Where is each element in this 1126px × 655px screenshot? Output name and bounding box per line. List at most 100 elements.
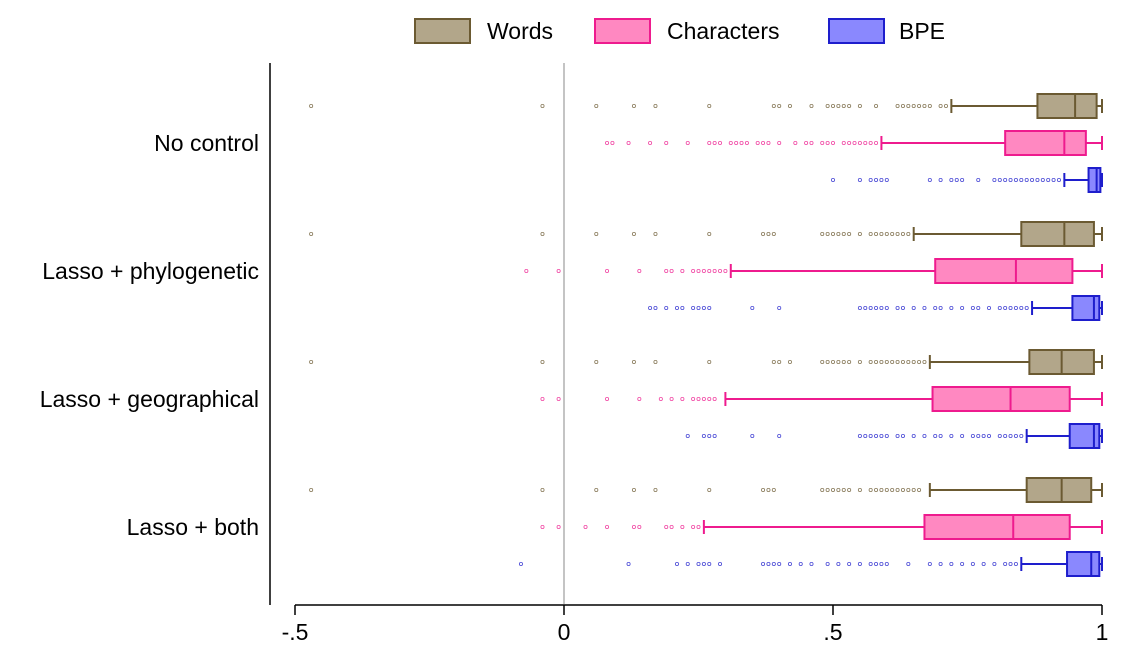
box-lasso-both-words-outlier xyxy=(820,487,825,492)
box-lasso-both-characters-outlier xyxy=(669,525,674,530)
box-no-control-characters-outlier xyxy=(626,140,631,145)
box-lasso-geographical-words-outlier xyxy=(309,359,314,364)
box-no-control-words-outlier xyxy=(825,104,830,109)
box-lasso-geographical-bpe-outlier xyxy=(1003,433,1008,438)
box-lasso-phylogenetic-characters-outlier xyxy=(669,268,674,273)
box-lasso-both-bpe-outlier xyxy=(884,562,889,567)
box-lasso-both-characters-outlier xyxy=(680,525,685,530)
box-lasso-geographical-bpe-outlier xyxy=(895,433,900,438)
box-lasso-geographical-bpe-outlier xyxy=(712,433,717,438)
box-no-control-bpe-outlier xyxy=(1056,177,1061,182)
box-lasso-geographical-words-outlier xyxy=(820,359,825,364)
box-no-control-bpe-outlier xyxy=(1040,177,1045,182)
box-lasso-phylogenetic-bpe-outlier xyxy=(680,305,685,310)
box-lasso-phylogenetic-bpe-outlier xyxy=(987,305,992,310)
box-lasso-both-words-outlier xyxy=(884,487,889,492)
box-lasso-phylogenetic-bpe-outlier xyxy=(874,305,879,310)
box-lasso-both-bpe-outlier xyxy=(868,562,873,567)
box-lasso-phylogenetic-bpe-outlier xyxy=(960,305,965,310)
box-lasso-geographical-words-outlier xyxy=(906,359,911,364)
box-lasso-geographical-characters-outlier xyxy=(540,396,545,401)
box-lasso-geographical-words-outlier xyxy=(631,359,636,364)
box-lasso-both-bpe-outlier xyxy=(960,562,965,567)
box-no-control-bpe-outlier xyxy=(976,177,981,182)
box-lasso-both-bpe-outlier xyxy=(1003,562,1008,567)
box-lasso-both-characters-outlier xyxy=(691,525,696,530)
box-lasso-both-words-iqr xyxy=(1025,477,1093,503)
box-no-control-characters-outlier xyxy=(744,140,749,145)
box-lasso-phylogenetic-words-iqr xyxy=(1020,221,1095,247)
box-no-control-words-outlier xyxy=(771,104,776,109)
box-no-control-words-outlier xyxy=(895,104,900,109)
box-lasso-both-bpe-outlier xyxy=(626,562,631,567)
box-lasso-phylogenetic-characters-outlier xyxy=(605,268,610,273)
box-no-control-bpe-outlier xyxy=(874,177,879,182)
box-lasso-geographical-bpe-outlier xyxy=(879,433,884,438)
box-lasso-phylogenetic-words-outlier xyxy=(825,231,830,236)
box-lasso-geographical-characters-outlier xyxy=(658,396,663,401)
box-lasso-both-bpe-outlier xyxy=(771,562,776,567)
box-lasso-both-characters-outlier xyxy=(637,525,642,530)
box-lasso-both-bpe-outlier xyxy=(809,562,814,567)
box-no-control-bpe-outlier xyxy=(868,177,873,182)
box-lasso-both-characters-outlier xyxy=(605,525,610,530)
box-no-control-words-outlier xyxy=(917,104,922,109)
box-lasso-phylogenetic-words-outlier xyxy=(707,231,712,236)
box-lasso-geographical-bpe-outlier xyxy=(938,433,943,438)
box-no-control-bpe-outlier xyxy=(857,177,862,182)
box-lasso-both-characters-outlier xyxy=(583,525,588,530)
box-lasso-geographical-bpe-outlier xyxy=(949,433,954,438)
box-lasso-phylogenetic-words-outlier xyxy=(895,231,900,236)
box-no-control-words-outlier xyxy=(787,104,792,109)
box-no-control-characters-outlier xyxy=(841,140,846,145)
box-lasso-geographical-bpe-outlier xyxy=(863,433,868,438)
box-lasso-both-words-outlier xyxy=(911,487,916,492)
box-lasso-geographical-words-outlier xyxy=(777,359,782,364)
box-lasso-phylogenetic-bpe-outlier xyxy=(857,305,862,310)
box-lasso-both-bpe-iqr xyxy=(1066,551,1101,577)
box-lasso-geographical-bpe-outlier xyxy=(997,433,1002,438)
box-lasso-phylogenetic-words-outlier xyxy=(900,231,905,236)
box-lasso-phylogenetic-bpe-outlier xyxy=(1019,305,1024,310)
box-lasso-phylogenetic-words-outlier xyxy=(653,231,658,236)
box-lasso-geographical-bpe-outlier xyxy=(884,433,889,438)
box-no-control-characters-outlier xyxy=(739,140,744,145)
box-lasso-phylogenetic-bpe-outlier xyxy=(895,305,900,310)
box-lasso-geographical-bpe-outlier xyxy=(685,433,690,438)
box-lasso-phylogenetic-words-outlier xyxy=(841,231,846,236)
box-lasso-both-words-outlier xyxy=(836,487,841,492)
box-lasso-phylogenetic-words-outlier xyxy=(766,231,771,236)
box-no-control-bpe-outlier xyxy=(1003,177,1008,182)
box-no-control-bpe-outlier xyxy=(884,177,889,182)
box-no-control-bpe-outlier xyxy=(938,177,943,182)
box-lasso-phylogenetic-bpe-outlier xyxy=(707,305,712,310)
box-no-control-bpe-outlier xyxy=(997,177,1002,182)
box-lasso-geographical-bpe-outlier xyxy=(701,433,706,438)
box-no-control-words-outlier xyxy=(943,104,948,109)
box-lasso-geographical-bpe-outlier xyxy=(868,433,873,438)
box-no-control-characters-outlier xyxy=(761,140,766,145)
x-axis: -.5 0 .5 1 xyxy=(282,604,1108,645)
box-lasso-both-words-outlier xyxy=(707,487,712,492)
box-lasso-both-words-outlier xyxy=(847,487,852,492)
box-lasso-both-words-outlier xyxy=(906,487,911,492)
box-lasso-geographical-words-outlier xyxy=(868,359,873,364)
box-lasso-phylogenetic-characters-outlier xyxy=(691,268,696,273)
box-lasso-both-characters-iqr xyxy=(923,514,1071,540)
box-lasso-phylogenetic-bpe-outlier xyxy=(868,305,873,310)
box-no-control-bpe-outlier xyxy=(1019,177,1024,182)
box-lasso-geographical-characters-outlier xyxy=(669,396,674,401)
box-no-control-characters-outlier xyxy=(605,140,610,145)
box-lasso-both-bpe-outlier xyxy=(718,562,723,567)
box-lasso-phylogenetic-bpe-outlier xyxy=(970,305,975,310)
box-lasso-phylogenetic-bpe-outlier xyxy=(750,305,755,310)
box-no-control-bpe-outlier xyxy=(1024,177,1029,182)
box-lasso-geographical-words-outlier xyxy=(831,359,836,364)
box-no-control-bpe-outlier xyxy=(954,177,959,182)
box-lasso-both-words-outlier xyxy=(540,487,545,492)
box-no-control-characters-outlier xyxy=(755,140,760,145)
box-lasso-geographical-bpe-outlier xyxy=(960,433,965,438)
box-lasso-geographical-bpe-outlier xyxy=(857,433,862,438)
box-lasso-phylogenetic-words-outlier xyxy=(631,231,636,236)
box-lasso-geographical-bpe-outlier xyxy=(1008,433,1013,438)
